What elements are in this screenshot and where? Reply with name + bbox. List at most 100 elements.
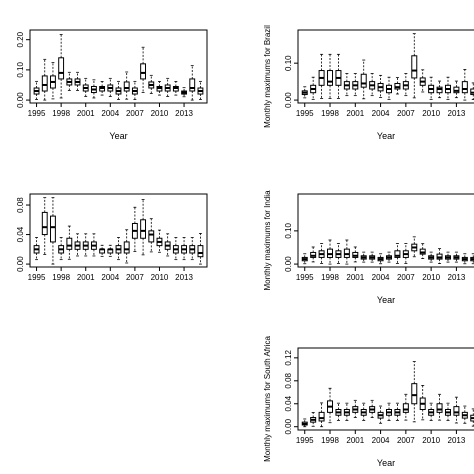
box-1999	[66, 71, 73, 91]
box-2012	[444, 76, 451, 100]
x-tick-label: 2001	[346, 436, 364, 445]
box-2011	[436, 80, 443, 99]
box-2003	[369, 73, 376, 97]
y-axis-label: Monthly maximums for South Africa	[263, 336, 272, 462]
x-tick-label: 2004	[101, 273, 119, 282]
y-tick-label: 0.00	[284, 418, 293, 434]
box-2004	[377, 74, 384, 98]
box-body	[461, 81, 468, 94]
box-2010	[156, 229, 163, 253]
y-tick-label: 0.04	[16, 226, 25, 242]
box-body	[189, 78, 196, 92]
x-tick-label: 2010	[422, 273, 440, 282]
box-1995	[301, 253, 308, 265]
box-2015	[470, 253, 474, 265]
x-tick-label: 2004	[372, 273, 390, 282]
box-2011	[164, 233, 171, 257]
box-2011	[164, 77, 171, 97]
y-tick-label: 0.08	[284, 372, 293, 388]
box-2006	[123, 71, 130, 100]
box-2009	[419, 69, 426, 93]
box-2005	[386, 402, 392, 421]
box-2001	[82, 233, 89, 257]
box-2012	[172, 81, 179, 96]
box-2008	[140, 199, 147, 256]
x-tick-label: 2013	[175, 109, 193, 118]
y-axis-label: Monthly maximums for India	[263, 190, 272, 291]
y-tick-label: 0.12	[284, 350, 293, 366]
x-tick-label: 1998	[321, 109, 339, 118]
box-2006	[394, 76, 401, 95]
y-tick-label: 0.10	[16, 62, 25, 78]
box-2010	[428, 402, 435, 421]
x-tick-label: 2004	[372, 436, 390, 445]
box-2006	[394, 243, 401, 264]
chart-panel-3: 1995 1998 2001 2004 2007 2010 2013 0.00 0.04 0.08	[16, 193, 208, 282]
box-1996	[310, 76, 317, 100]
x-tick-label: 1995	[296, 436, 314, 445]
box-2009	[148, 218, 155, 253]
box-2000	[343, 402, 350, 421]
box-1995	[301, 86, 308, 99]
box-2014	[461, 69, 468, 101]
x-tick-label: 2004	[372, 109, 390, 118]
x-tick-label: 2007	[126, 273, 144, 282]
x-tick-label: 1998	[52, 273, 70, 282]
box-2015	[470, 408, 474, 427]
plot-frame	[297, 347, 474, 431]
box-2007	[131, 80, 138, 100]
x-tick-label: 2013	[448, 109, 466, 118]
x-tick-label: 2013	[448, 273, 466, 282]
box-body	[50, 215, 56, 243]
box-1997	[50, 197, 56, 265]
box-body	[327, 70, 334, 86]
box-2013	[181, 87, 187, 98]
box-1996	[41, 197, 48, 255]
box-body	[411, 55, 418, 79]
box-1999	[335, 243, 342, 264]
box-2008	[411, 236, 418, 258]
x-tick-label: 2001	[77, 109, 95, 118]
box-2007	[402, 243, 409, 264]
box-body	[318, 411, 325, 422]
box-2004	[377, 253, 384, 265]
box-2002	[360, 402, 367, 421]
box-body	[197, 245, 204, 258]
box-2009	[148, 74, 155, 94]
box-2012	[444, 251, 451, 263]
x-tick-label: 2013	[175, 273, 193, 282]
box-2006	[123, 229, 130, 264]
box-1998	[327, 239, 334, 265]
x-tick-label: 2001	[346, 273, 364, 282]
box-2004	[377, 405, 384, 424]
box-1999	[66, 225, 73, 260]
y-tick-label: 0.00	[284, 92, 293, 108]
box-body	[140, 63, 147, 80]
chart-panel-4: 1995 1998 2001 2004 2007 2010 2013 0.00 0.10 Year…	[263, 190, 474, 305]
box-body	[453, 406, 460, 416]
x-tick-label: 2010	[151, 273, 169, 282]
box-2014	[461, 253, 468, 265]
x-axis-label: Year	[377, 295, 395, 305]
box-2015	[197, 233, 204, 265]
box-body	[41, 75, 48, 92]
x-tick-label: 2001	[77, 273, 95, 282]
box-body	[123, 241, 130, 254]
box-2004	[107, 244, 114, 257]
box-1998	[58, 237, 65, 261]
y-tick-label: 0.00	[284, 256, 293, 272]
box-2001	[82, 77, 89, 97]
box-body	[148, 230, 155, 243]
x-axis-label: Year	[377, 458, 395, 468]
y-tick-label: 0.10	[284, 223, 293, 239]
box-body	[140, 219, 147, 239]
box-2009	[419, 243, 426, 259]
plot-frame	[29, 193, 208, 268]
box-body	[41, 211, 48, 236]
box-2015	[197, 80, 204, 100]
box-1997	[318, 243, 325, 264]
box-1997	[318, 53, 325, 100]
box-1996	[310, 246, 317, 263]
box-1997	[50, 62, 56, 100]
box-2002	[360, 251, 367, 263]
